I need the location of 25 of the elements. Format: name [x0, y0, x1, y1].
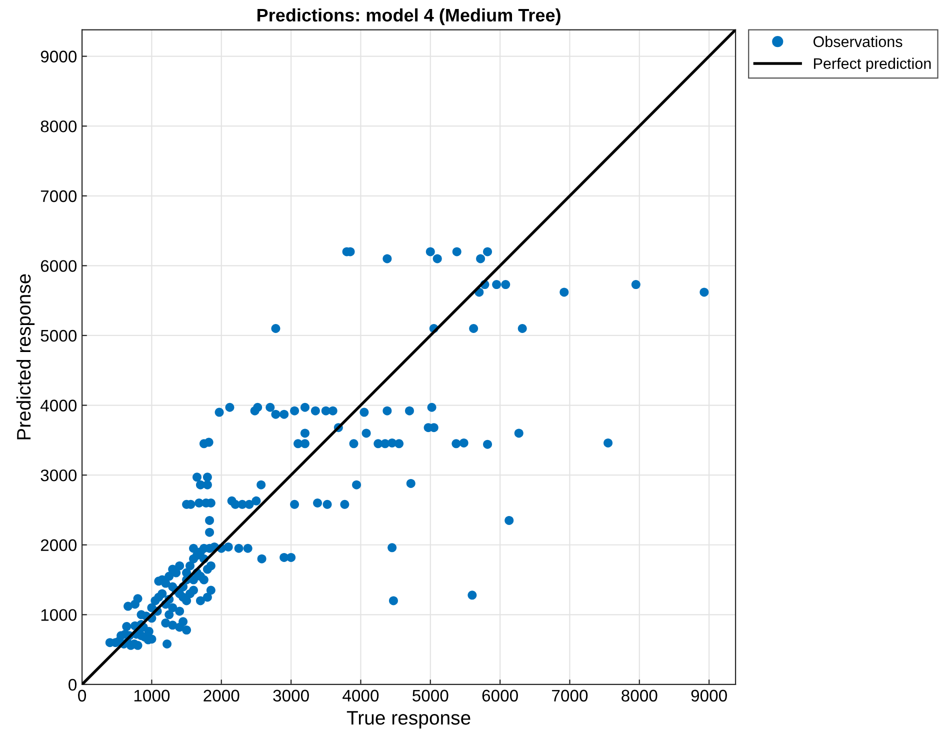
x-axis-title: True response [346, 711, 470, 729]
y-tick-label: 7000 [40, 190, 77, 202]
x-tick-label: 2000 [204, 690, 240, 702]
chart-title: Predictions: model 4 (Medium Tree) [258, 8, 560, 26]
x-tick-label: 7000 [552, 690, 588, 702]
x-tick-label: 9000 [691, 690, 727, 702]
y-tick-label: 6000 [40, 260, 77, 272]
y-axis-title: Predicted response [16, 274, 35, 440]
x-tick-label: 5000 [412, 690, 448, 702]
legend-label: Perfect prediction [814, 58, 931, 72]
x-tick-label: 6000 [482, 690, 518, 702]
x-tick-label: 8000 [622, 690, 658, 702]
legend-label: Observations [814, 36, 902, 48]
y-tick-label: 9000 [40, 50, 77, 62]
x-tick-label: 4000 [342, 690, 379, 702]
y-tick-label: 0 [68, 678, 77, 691]
y-tick-label: 5000 [40, 330, 77, 342]
x-tick-label: 0 [78, 690, 86, 702]
y-tick-label: 1000 [41, 609, 77, 621]
y-tick-label: 8000 [40, 120, 77, 132]
y-tick-label: 2000 [40, 539, 77, 552]
x-tick-label: 3000 [273, 690, 309, 702]
y-tick-label: 3000 [40, 469, 77, 482]
x-tick-label: 1000 [134, 690, 170, 702]
y-tick-label: 4000 [40, 400, 77, 412]
